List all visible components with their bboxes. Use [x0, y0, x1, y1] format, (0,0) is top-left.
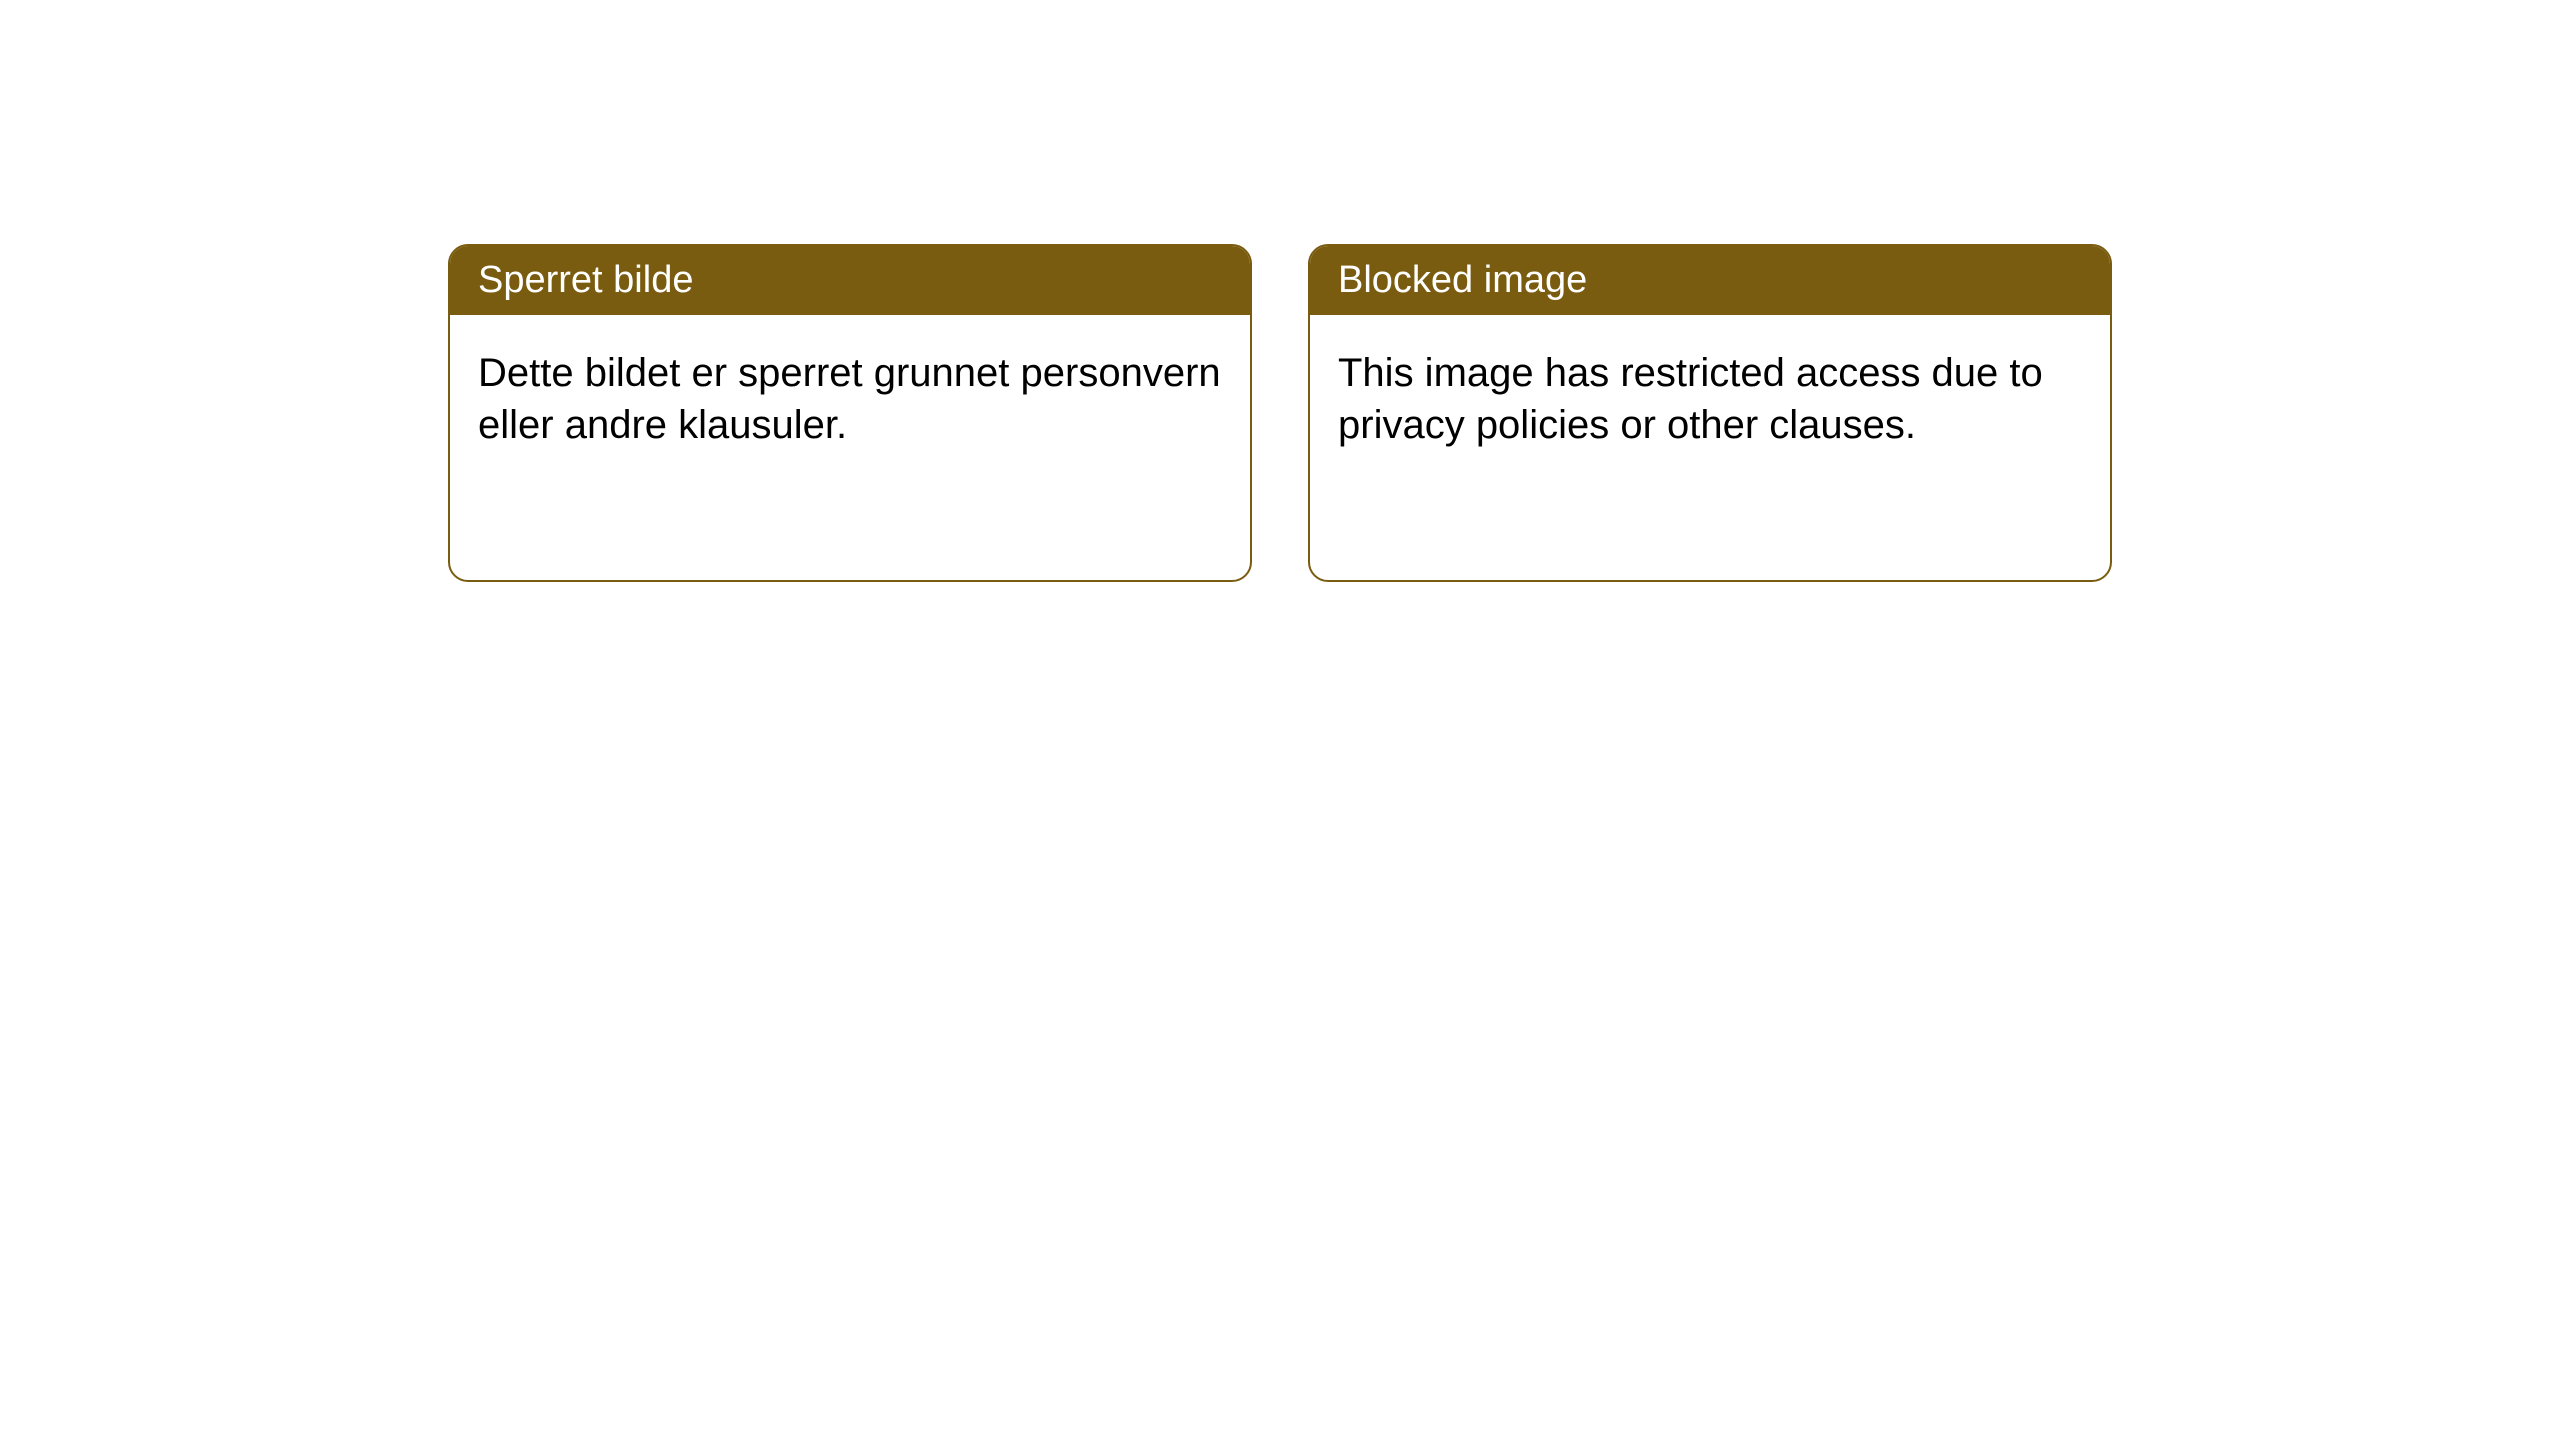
notice-body: Dette bildet er sperret grunnet personve…	[450, 315, 1250, 483]
notice-card-container: Sperret bilde Dette bildet er sperret gr…	[0, 0, 2560, 582]
notice-title: Blocked image	[1338, 259, 1587, 301]
notice-body-text: This image has restricted access due to …	[1338, 351, 2043, 447]
notice-card-english: Blocked image This image has restricted …	[1308, 244, 2112, 582]
notice-header: Sperret bilde	[450, 246, 1250, 315]
notice-header: Blocked image	[1310, 246, 2110, 315]
notice-body: This image has restricted access due to …	[1310, 315, 2110, 483]
notice-card-norwegian: Sperret bilde Dette bildet er sperret gr…	[448, 244, 1252, 582]
notice-title: Sperret bilde	[478, 259, 693, 301]
notice-body-text: Dette bildet er sperret grunnet personve…	[478, 351, 1221, 447]
